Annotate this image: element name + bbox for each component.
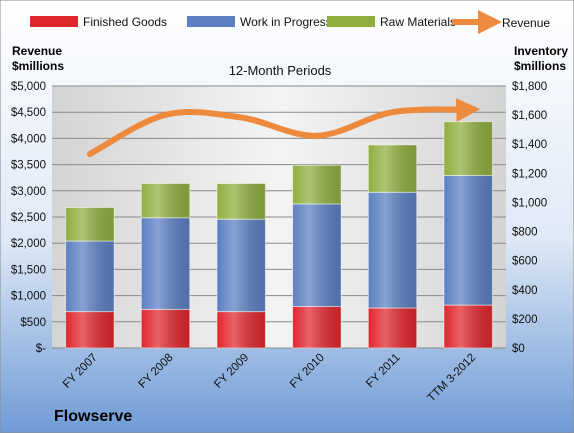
company-name: Flowserve (54, 408, 132, 425)
bar-shine (443, 305, 493, 348)
bar-shine (443, 175, 493, 306)
left-tick-label: $3,500 (11, 160, 46, 172)
bar-shine (292, 165, 342, 204)
bar-shine (141, 217, 190, 310)
left-tick-label: $2,500 (11, 212, 46, 224)
right-axis-title-line2: $millions (514, 59, 566, 73)
right-tick-label: $1,800 (512, 81, 547, 93)
right-tick-label: $400 (512, 285, 538, 297)
bar-shine (141, 309, 190, 348)
bar-shine (368, 307, 417, 348)
right-tick-label: $1,000 (512, 197, 547, 209)
right-tick-label: $1,200 (512, 168, 547, 180)
right-tick-label: $1,600 (512, 110, 547, 122)
bars (65, 121, 493, 349)
revenue-line (86, 97, 481, 158)
legend-label-work-in-progress: Work in Progress (240, 15, 332, 29)
right-tick-label: $0 (512, 343, 525, 355)
left-axis-title-line1: Revenue (12, 44, 62, 58)
bar-shine (368, 192, 417, 308)
legend-swatch-finished-goods (30, 16, 78, 27)
left-tick-label: $500 (20, 317, 46, 329)
right-axis-title-line1: Inventory (514, 44, 568, 58)
legend-label-raw-materials: Raw Materials (380, 15, 456, 29)
left-tick-label: $1,000 (11, 291, 46, 303)
left-axis-title-line2: $millions (12, 59, 64, 73)
legend-swatch-raw-materials (327, 16, 375, 27)
bar-shine (65, 207, 115, 242)
left-tick-label: $1,500 (11, 264, 46, 276)
right-tick-label: $200 (512, 314, 538, 326)
bar-shine (65, 241, 115, 312)
left-tick-label: $3,000 (11, 186, 46, 198)
bar-shine (443, 121, 493, 176)
bar-shine (368, 144, 417, 193)
left-tick-label: $- (36, 343, 46, 355)
left-axis-ticks: $- $500 $1,000 $1,500 $2,000 $2,500 $3,000 $3,5… (11, 81, 46, 355)
left-tick-label: $5,000 (11, 81, 46, 93)
chart-subtitle: 12-Month Periods (229, 63, 332, 78)
left-tick-label: $4,500 (11, 107, 46, 119)
bar-shine (292, 306, 342, 348)
right-tick-label: $1,400 (512, 139, 547, 151)
bar-shine (65, 311, 115, 348)
left-tick-label: $2,000 (11, 238, 46, 250)
legend: Finished Goods Work in Progress Raw Materi… (30, 10, 550, 34)
legend-swatch-work-in-progress (187, 16, 235, 27)
legend-label-finished-goods: Finished Goods (83, 15, 167, 29)
bar-shine (216, 219, 266, 312)
bar-shine (292, 203, 342, 307)
bar-shine (216, 183, 266, 220)
left-tick-label: $4,000 (11, 133, 46, 145)
revenue-line-layer (86, 97, 481, 158)
legend-label-revenue: Revenue (502, 16, 550, 30)
bar-shine (216, 311, 266, 348)
right-tick-label: $600 (512, 256, 538, 268)
bar-shine (141, 183, 190, 218)
right-axis-ticks: $0 $200 $400 $600 $800 $1,000 $1,200 $1,400 $1,6… (512, 81, 547, 355)
right-tick-label: $800 (512, 227, 538, 239)
